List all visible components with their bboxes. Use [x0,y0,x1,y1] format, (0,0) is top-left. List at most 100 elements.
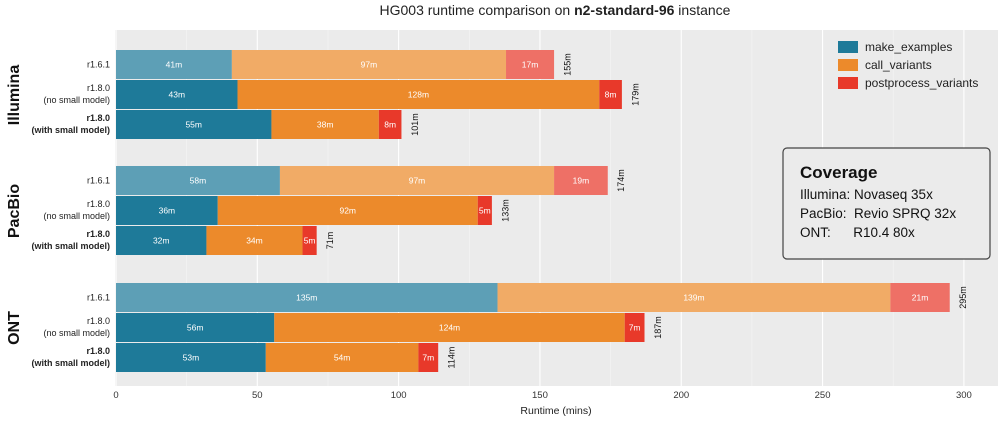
bar-value-label: 135m [296,293,317,303]
bar-total-label: 101m [410,113,420,136]
row-label-sub: (with small model) [31,241,110,251]
bar-segment-postprocess-variants [599,80,622,109]
coverage-line: ONT: R10.4 80x [800,225,915,240]
coverage-title: Coverage [800,163,877,182]
bar-value-label: 36m [159,206,176,216]
bar-segment-make-examples [116,226,207,255]
coverage-box-frame [782,147,991,260]
row-label-sub: (no small model) [43,95,110,105]
row-label: r1.8.0 [87,316,110,326]
bar-value-label: 92m [339,206,356,216]
bar-value-label: 58m [190,176,207,186]
bar-segment-postprocess-variants [418,343,439,372]
bar-segment-postprocess-variants [624,313,645,342]
bar-segment-postprocess-variants [506,50,555,79]
x-tick-label: 0 [113,390,118,401]
bar-value-label: 19m [573,176,590,186]
bar-segment-make-examples [116,313,275,342]
legend: make_examples call_variants postprocess_va… [838,40,978,90]
bar-segment-make-examples [116,196,218,225]
row-label-sub: (no small model) [43,328,110,338]
legend-label: call_variants [865,58,932,72]
bar-segment-make-examples [116,50,232,79]
bar-value-label: 139m [683,293,704,303]
bar-segment-postprocess-variants [378,110,402,139]
bar-value-label: 128m [408,90,429,100]
row-label: r1.8.0 [86,346,110,356]
legend-label: make_examples [865,40,952,54]
row-label: r1.8.0 [87,199,110,209]
bar-value-label: 8m [605,90,617,100]
bar-value-label: 17m [522,60,539,70]
bar-segment-call-variants [217,196,478,225]
bar-segment-make-examples [116,80,238,109]
x-tick-label: 100 [391,390,407,401]
bar-segment-call-variants [274,313,625,342]
bar-total-label: 174m [616,169,626,192]
legend-label: postprocess_variants [865,76,978,90]
row-label: r1.8.0 [86,113,110,123]
group-label: Illumina [6,65,23,126]
bar-segment-postprocess-variants [477,196,492,225]
x-tick-label: 300 [956,390,972,401]
bar-value-label: 97m [409,176,426,186]
coverage-line: PacBio: Revio SPRQ 32x [800,206,956,221]
bar-value-label: 55m [185,120,202,130]
bar-total-label: 71m [325,232,335,250]
bar-value-label: 38m [317,120,334,130]
bar-total-label: 179m [630,83,640,106]
bar-segment-make-examples [116,166,280,195]
x-tick-label: 50 [252,390,263,401]
x-tick-label: 250 [815,390,831,401]
bar-total-label: 155m [562,53,572,76]
group-label: PacBio [6,184,23,238]
bar-segment-call-variants [265,343,419,372]
group-label: ONT [6,311,23,345]
bar-value-label: 56m [187,323,204,333]
bar-value-label: 32m [153,236,170,246]
bar-segment-call-variants [206,226,303,255]
coverage-box: Coverage Illumina: Novaseq 35x PacBio: Rev… [782,147,991,260]
row-label: r1.8.0 [86,229,110,239]
bar-total-label: 114m [447,347,457,369]
bar-segment-call-variants [497,283,891,312]
bar-segment-call-variants [271,110,379,139]
row-label-sub: (with small model) [31,125,110,135]
row-label-sub: (no small model) [43,211,110,221]
bar-segment-make-examples [116,343,266,372]
bar-segment-postprocess-variants [554,166,608,195]
bar-value-label: 7m [629,323,641,333]
bar-segment-make-examples [116,110,272,139]
bar-value-label: 7m [422,353,434,363]
bar-value-label: 5m [304,236,316,246]
bar-segment-call-variants [231,50,507,79]
bar-value-label: 5m [479,206,491,216]
bar-value-label: 43m [168,90,185,100]
bar-segment-call-variants [279,166,555,195]
bar-total-label: 133m [500,199,510,222]
legend-swatch [838,41,858,53]
bar-value-label: 34m [246,236,263,246]
chart-title: HG003 runtime comparison on n2-standard-… [380,2,731,18]
row-labels: r1.6.1 r1.8.0 (no small model) r1.8.0 (with … [6,60,110,369]
bars: 41m 97m 17m 155m 43m 128m 8m 179m 55m 38m 8m 101m 58… [116,50,968,372]
row-label-sub: (with small model) [31,358,110,368]
row-label: r1.6.1 [87,176,110,186]
bar-value-label: 97m [361,60,378,70]
coverage-line: Illumina: Novaseq 35x [800,187,933,202]
bar-value-label: 53m [183,353,200,363]
bar-value-label: 41m [166,60,183,70]
bar-value-label: 8m [384,120,396,130]
row-label: r1.8.0 [87,83,110,93]
bar-segment-call-variants [237,80,600,109]
bar-segment-postprocess-variants [302,226,317,255]
x-tick-label: 200 [673,390,689,401]
bar-value-label: 124m [439,323,460,333]
x-axis-title: Runtime (mins) [520,405,591,417]
legend-swatch [838,59,858,71]
bar-value-label: 21m [912,293,929,303]
row-label: r1.6.1 [87,60,110,70]
legend-swatch [838,77,858,89]
bar-segment-postprocess-variants [890,283,950,312]
